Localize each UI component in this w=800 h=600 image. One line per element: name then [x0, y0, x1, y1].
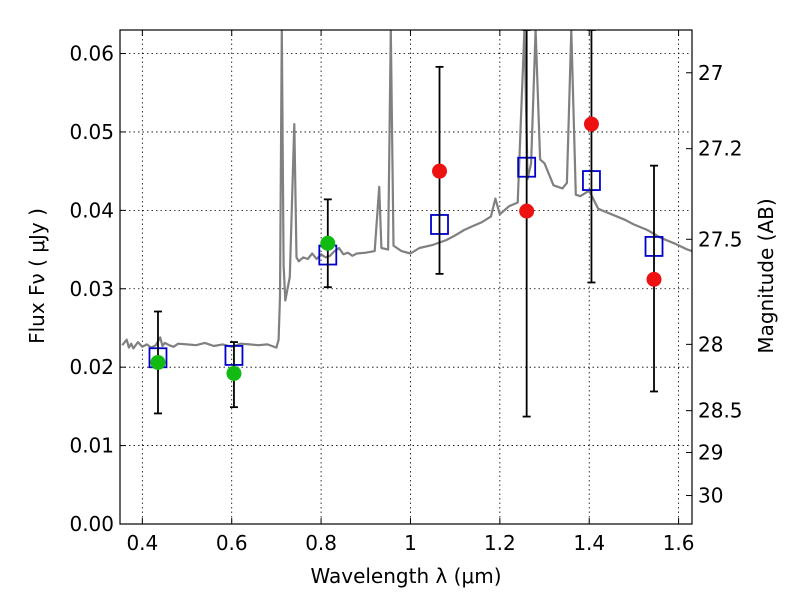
x-tick-label: 1.2 — [484, 531, 516, 555]
right-tick-label: 28 — [698, 332, 723, 356]
green-data-point — [320, 235, 336, 251]
right-tick-label: 28.5 — [698, 399, 743, 423]
green-data-point — [226, 365, 242, 381]
x-tick-label: 0.6 — [216, 531, 248, 555]
right-tick-label: 27 — [698, 61, 723, 85]
right-tick-label: 30 — [698, 484, 723, 508]
y-axis-label: Flux Fν ( μJy ) — [25, 208, 49, 344]
x-tick-label: 1.6 — [663, 531, 695, 555]
y-tick-label: 0.05 — [69, 120, 114, 144]
error-bar — [522, 30, 531, 418]
right-axis: 27 27.2 27.5 28 28.5 29 30 — [686, 61, 743, 508]
model-spectrum-line — [121, 30, 692, 350]
red-data-point — [519, 203, 535, 219]
x-tick-label: 1 — [404, 531, 417, 555]
plot-frame — [119, 29, 693, 525]
red-data-point — [646, 271, 662, 287]
y-tick-label: 0.06 — [69, 42, 114, 66]
right-axis-label: Magnitude (AB) — [754, 198, 778, 353]
y-tick-label: 0.03 — [69, 277, 114, 301]
x-tick-label: 0.4 — [126, 531, 158, 555]
plot-area — [121, 30, 692, 418]
red-data-point — [583, 116, 599, 132]
y-tick-label: 0.01 — [69, 434, 114, 458]
green-data-point — [150, 354, 166, 370]
grid — [120, 30, 692, 525]
y-axis: 0.00 0.01 0.02 0.03 0.04 0.05 0.06 — [69, 42, 126, 536]
error-bar — [587, 30, 596, 284]
y-tick-label: 0.02 — [69, 355, 114, 379]
x-axis: 0.4 0.6 0.8 1 1.2 1.4 1.6 — [126, 30, 695, 555]
x-tick-label: 1.4 — [573, 531, 605, 555]
y-tick-label: 0.00 — [69, 512, 114, 536]
right-tick-label: 29 — [698, 440, 723, 464]
x-axis-label: Wavelength λ (μm) — [310, 564, 501, 588]
red-data-point — [432, 163, 448, 179]
y-tick-label: 0.04 — [69, 198, 114, 222]
x-tick-label: 0.8 — [305, 531, 337, 555]
right-tick-label: 27.5 — [698, 227, 743, 251]
right-tick-label: 27.2 — [698, 137, 743, 161]
